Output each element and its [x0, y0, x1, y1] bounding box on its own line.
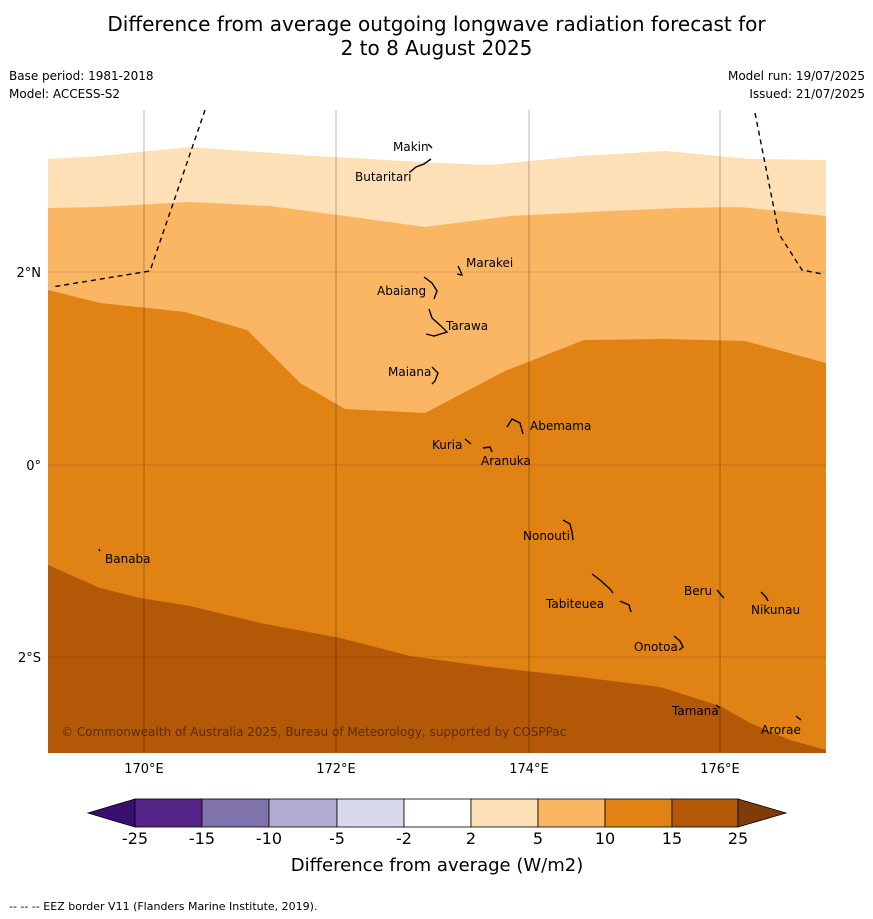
place-label: Butaritari [355, 170, 412, 184]
chart-title: Difference from average outgoing longwav… [0, 12, 873, 60]
lon-tick-label: 176°E [700, 762, 740, 777]
colorbar-tick-label: 5 [533, 829, 543, 848]
place-label: Tabiteuea [545, 597, 604, 611]
colorbar-segment [403, 798, 472, 828]
island-banaba [98, 548, 101, 552]
place-label: Beru [684, 584, 712, 598]
colorbar-tick-label: -15 [189, 829, 215, 848]
colorbar: -25 -15 -10 -5 -2 2 5 10 15 25 Differenc… [86, 798, 788, 876]
place-label: Kuria [432, 438, 463, 452]
colorbar-segment [201, 798, 270, 828]
colorbar-tick-label: -25 [122, 829, 148, 848]
lat-tick-label: 2°S [18, 651, 41, 666]
colorbar-segment [537, 798, 606, 828]
island-abaiang [423, 276, 438, 300]
place-label: Arorae [761, 723, 801, 737]
colorbar-label: Difference from average (W/m2) [291, 855, 583, 876]
island-onotoa [673, 635, 684, 651]
colorbar-tick-label: -10 [256, 829, 282, 848]
title-line-1: Difference from average outgoing longwav… [107, 12, 766, 36]
place-label: Maiana [388, 365, 431, 379]
lat-tick-label: 0° [26, 459, 41, 474]
island-beru [716, 589, 725, 599]
island-kuria [464, 438, 472, 445]
place-label: Makin [393, 140, 429, 154]
island-tarawa [425, 308, 449, 337]
lon-tick-label: 174°E [509, 762, 549, 777]
place-label: Abaiang [377, 284, 426, 298]
island-maiana [431, 366, 439, 385]
meta-right: Model run: 19/07/2025 Issued: 21/07/2025 [728, 67, 865, 103]
island-arorae [795, 715, 802, 721]
colorbar-tick-label: 10 [595, 829, 615, 848]
eez-legend-note: -- -- -- EEZ border V11 (Flanders Marine… [9, 900, 318, 913]
place-label: Nikunau [751, 603, 800, 617]
island-nikunau [760, 591, 769, 602]
place-label: Abemama [530, 419, 591, 433]
meta-left: Base period: 1981-2018 Model: ACCESS-S2 [9, 67, 154, 103]
colorbar-segment [671, 798, 739, 828]
eez-borders [51, 109, 823, 288]
colorbar-segment [604, 798, 673, 828]
island-tamana [715, 704, 721, 709]
base-period: Base period: 1981-2018 [9, 69, 154, 83]
colorbar-segment [470, 798, 539, 828]
colorbar-tick-label: 25 [728, 829, 748, 848]
lat-tick-label: 2°N [17, 266, 42, 281]
island-abemama [506, 418, 524, 435]
lon-tick-label: 172°E [316, 762, 356, 777]
place-label: Tarawa [445, 319, 488, 333]
island-marakei [456, 265, 464, 276]
island-tabiteuea-south [619, 600, 632, 613]
model-name: Model: ACCESS-S2 [9, 87, 121, 101]
island-aranuka [482, 446, 493, 453]
gridlines [48, 110, 826, 753]
colorbar-extend-low [86, 798, 136, 828]
colorbar-tick-label: -2 [396, 829, 412, 848]
place-label: Onotoa [634, 640, 678, 654]
colorbar-tick-label: 2 [466, 829, 476, 848]
copyright-notice: © Commonwealth of Australia 2025, Bureau… [61, 725, 566, 739]
colorbar-segment [134, 798, 203, 828]
lon-tick-label: 170°E [124, 762, 164, 777]
band-15-to-25 [48, 565, 826, 753]
island-nonouti [562, 519, 574, 541]
place-label: Aranuka [481, 454, 531, 468]
place-label: Marakei [466, 256, 513, 270]
title-line-2: 2 to 8 August 2025 [340, 36, 533, 60]
colorbar-tick-label: -5 [329, 829, 345, 848]
colorbar-extend-high [737, 798, 788, 828]
place-label: Tamana [671, 704, 719, 718]
island-outlines [98, 143, 802, 721]
island-makin [427, 143, 433, 149]
issued-date: Issued: 21/07/2025 [749, 87, 865, 101]
island-butaritari [409, 158, 432, 173]
place-label: Banaba [105, 552, 151, 566]
model-run: Model run: 19/07/2025 [727, 69, 865, 83]
colorbar-segment [336, 798, 405, 828]
colorbar-segment [268, 798, 338, 828]
place-label: Nonouti [523, 529, 570, 543]
eez-border-west [51, 109, 206, 288]
colorbar-tick-label: 15 [662, 829, 682, 848]
eez-border-east [754, 112, 823, 275]
map-panel: Makin Butaritari Marakei Abaiang Tarawa … [48, 109, 826, 753]
island-tabiteuea-north [591, 573, 614, 594]
